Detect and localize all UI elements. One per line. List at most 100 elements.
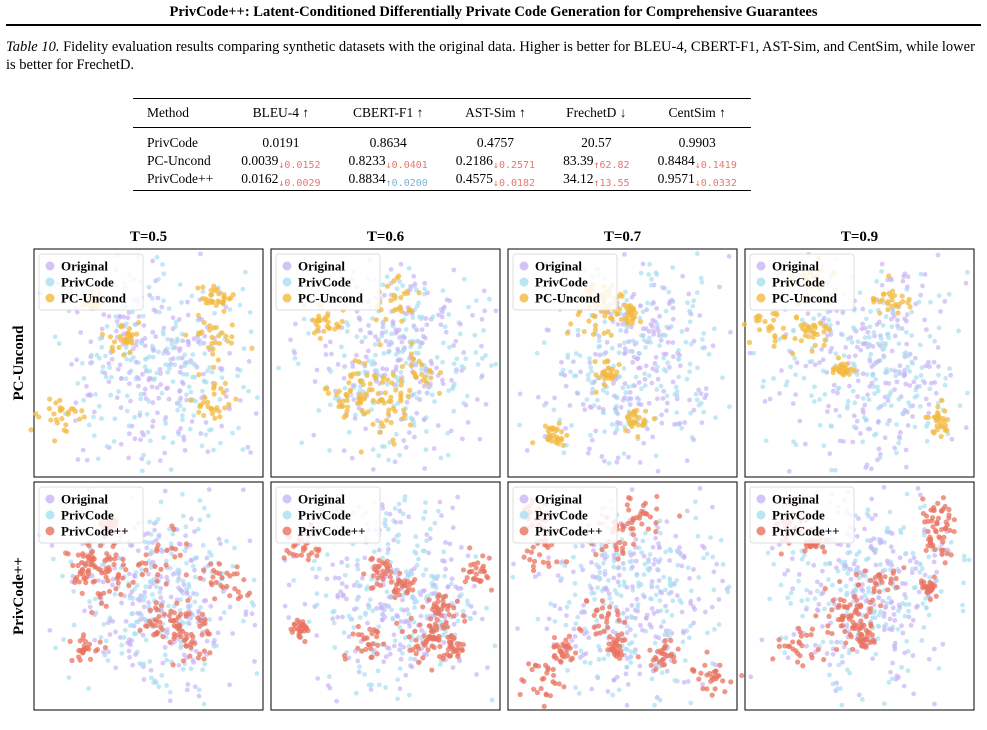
scatter-point bbox=[473, 350, 479, 355]
scatter-point bbox=[200, 542, 206, 548]
scatter-point bbox=[573, 685, 579, 690]
scatter-point bbox=[181, 582, 187, 588]
scatter-point bbox=[867, 324, 873, 330]
scatter-point bbox=[592, 314, 598, 320]
scatter-point bbox=[327, 402, 333, 408]
scatter-point bbox=[888, 544, 894, 550]
scatter-point bbox=[638, 622, 643, 628]
scatter-point bbox=[633, 558, 639, 564]
scatter-point bbox=[441, 549, 447, 555]
scatter-point bbox=[157, 458, 163, 464]
scatter-point bbox=[172, 362, 178, 368]
scatter-point bbox=[397, 686, 403, 692]
scatter-point bbox=[154, 254, 160, 260]
scatter-point bbox=[935, 404, 941, 410]
scatter-point bbox=[216, 561, 223, 567]
scatter-point bbox=[153, 538, 159, 543]
scatter-point bbox=[417, 622, 423, 628]
scatter-point bbox=[158, 595, 164, 600]
legend-marker bbox=[519, 494, 529, 504]
scatter-point bbox=[148, 376, 154, 381]
scatter-point bbox=[230, 631, 236, 636]
scatter-point bbox=[373, 628, 380, 634]
scatter-point bbox=[383, 329, 389, 335]
scatter-point bbox=[170, 326, 176, 332]
scatter-point bbox=[587, 432, 593, 438]
scatter-point bbox=[170, 618, 176, 624]
scatter-point bbox=[400, 597, 405, 603]
scatter-point bbox=[710, 554, 716, 560]
scatter-point bbox=[585, 377, 591, 382]
scatter-point bbox=[637, 303, 643, 309]
scatter-point bbox=[804, 643, 809, 649]
scatter-point bbox=[720, 578, 726, 584]
scatter-point bbox=[868, 351, 874, 357]
scatter-point bbox=[440, 359, 445, 365]
scatter-point bbox=[386, 407, 392, 413]
scatter-point bbox=[227, 682, 232, 688]
scatter-point bbox=[377, 342, 383, 348]
scatter-point bbox=[163, 558, 169, 564]
scatter-point bbox=[384, 417, 390, 423]
scatter-point bbox=[875, 636, 881, 642]
scatter-point bbox=[195, 331, 202, 337]
scatter-point bbox=[596, 333, 602, 339]
scatter-point bbox=[804, 605, 809, 611]
scatter-point bbox=[879, 269, 885, 274]
scatter-point bbox=[100, 579, 106, 585]
scatter-point bbox=[637, 365, 643, 371]
scatter-point bbox=[175, 407, 181, 413]
scatter-point bbox=[197, 651, 203, 657]
scatter-point bbox=[712, 686, 718, 692]
scatter-point bbox=[949, 436, 955, 442]
row-label: PrivCode++ bbox=[11, 557, 27, 635]
scatter-point bbox=[699, 279, 705, 285]
cell-delta: ↑0.0200 bbox=[385, 178, 428, 189]
scatter-point bbox=[845, 336, 851, 342]
scatter-point bbox=[906, 601, 912, 607]
scatter-point bbox=[228, 295, 234, 301]
scatter-point bbox=[323, 593, 329, 599]
scatter-point bbox=[97, 355, 102, 361]
scatter-point bbox=[691, 338, 697, 344]
scatter-point bbox=[215, 298, 221, 304]
scatter-point bbox=[74, 574, 80, 581]
scatter-point bbox=[143, 552, 149, 558]
scatter-point bbox=[595, 623, 602, 629]
scatter-point bbox=[451, 613, 457, 619]
scatter-point bbox=[547, 693, 554, 699]
scatter-point bbox=[614, 311, 620, 317]
scatter-point bbox=[461, 365, 467, 371]
scatter-point bbox=[147, 659, 153, 664]
scatter-point bbox=[339, 581, 345, 586]
scatter-point bbox=[424, 390, 430, 396]
scatter-point bbox=[923, 396, 929, 402]
scatter-point bbox=[92, 596, 98, 602]
scatter-point bbox=[416, 300, 421, 306]
scatter-point bbox=[776, 643, 782, 649]
scatter-point bbox=[700, 686, 706, 692]
scatter-point bbox=[355, 557, 360, 563]
scatter-point bbox=[401, 644, 406, 650]
scatter-point bbox=[343, 412, 349, 418]
scatter-point bbox=[422, 509, 428, 515]
scatter-point bbox=[97, 336, 103, 342]
scatter-point bbox=[605, 652, 611, 658]
scatter-point bbox=[326, 325, 332, 331]
scatter-point bbox=[903, 551, 908, 557]
scatter-point bbox=[904, 638, 910, 644]
scatter-point bbox=[847, 670, 853, 676]
scatter-point bbox=[142, 594, 148, 599]
scatter-point bbox=[139, 430, 145, 435]
scatter-point bbox=[91, 409, 97, 415]
scatter-point bbox=[642, 594, 647, 600]
scatter-point bbox=[836, 602, 842, 608]
scatter-point bbox=[623, 646, 628, 652]
scatter-point bbox=[785, 655, 791, 661]
table-cell: 0.4757 bbox=[476, 135, 514, 150]
scatter-point bbox=[816, 601, 822, 607]
scatter-point bbox=[639, 521, 645, 527]
scatter-point bbox=[442, 615, 448, 621]
scatter-point bbox=[914, 604, 919, 610]
scatter-point bbox=[91, 556, 97, 562]
